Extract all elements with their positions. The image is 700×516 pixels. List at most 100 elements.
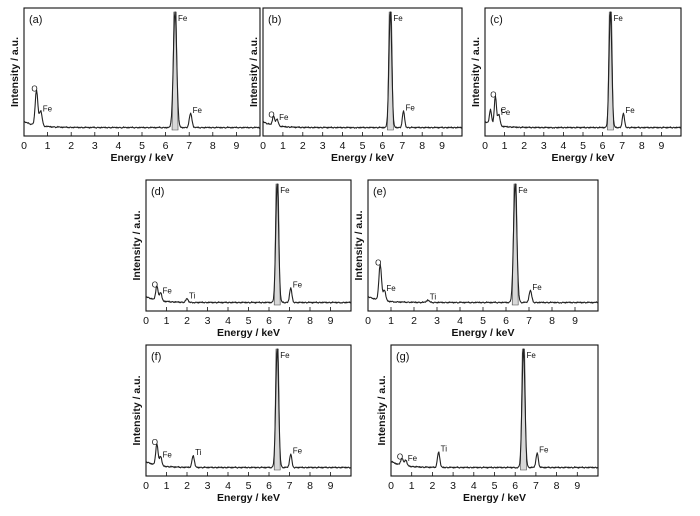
peak-label-fe: Fe — [280, 351, 290, 360]
panel-label: (d) — [151, 186, 164, 198]
eds-panel-b: 0 1 2 3 4 5 6 7 8 9 Energy / keV Intensity / a.u. (b… — [248, 7, 463, 164]
peak-label-o: O — [397, 453, 403, 462]
x-tick-label: 0 — [482, 140, 488, 152]
x-tick-label: 7 — [399, 140, 405, 152]
x-tick-label: 2 — [184, 315, 190, 327]
peak-label-fe: Fe — [280, 186, 290, 195]
x-tick-label: 9 — [328, 315, 334, 327]
x-tick-label: 2 — [184, 480, 190, 492]
spectrum-line — [145, 348, 352, 469]
x-axis-label: Energy / keV — [110, 152, 173, 164]
x-tick-label: 6 — [600, 140, 606, 152]
eds-panel-e: 0 1 2 3 4 5 6 7 8 9 Energy / keV Intensity / a.u. (e… — [353, 179, 599, 339]
peak-label-ti: Ti — [430, 293, 437, 302]
y-axis-label: Intensity / a.u. — [376, 375, 388, 445]
eds-panel-a: 0 1 2 3 4 5 6 7 8 9 Energy / keV Intensity / a.u. (a… — [9, 7, 261, 164]
x-tick-label: 8 — [419, 140, 425, 152]
x-tick-label: 4 — [471, 480, 477, 492]
y-axis-label: Intensity / a.u. — [131, 375, 143, 445]
x-tick-label: 1 — [164, 315, 170, 327]
x-tick-label: 7 — [526, 315, 532, 327]
x-tick-label: 1 — [280, 140, 286, 152]
x-tick-label: 8 — [307, 315, 313, 327]
peak-label-o: O — [375, 259, 381, 268]
x-tick-label: 7 — [619, 140, 625, 152]
peak-label-fe: Fe — [501, 108, 511, 117]
y-axis-label: Intensity / a.u. — [470, 37, 482, 107]
eds-panel-f: 0 1 2 3 4 5 6 7 8 9 Energy / keV Intensity / a.u. (f… — [131, 344, 352, 504]
eds-panel-d: 0 1 2 3 4 5 6 7 8 9 Energy / keV Intensity / a.u. (d… — [131, 179, 352, 339]
x-tick-label: 0 — [260, 140, 266, 152]
x-tick-label: 9 — [439, 140, 445, 152]
spectrum-line — [23, 11, 261, 129]
x-tick-label: 7 — [287, 315, 293, 327]
plot-frame — [367, 179, 599, 312]
peak-label-fe: Fe — [613, 14, 623, 23]
x-tick-label: 9 — [658, 140, 664, 152]
plot-frame — [145, 344, 352, 477]
x-tick-label: 2 — [429, 480, 435, 492]
x-tick-label: 4 — [115, 140, 121, 152]
x-tick-label: 5 — [492, 480, 498, 492]
spectrum-line — [367, 183, 599, 304]
x-tick-label: 3 — [205, 480, 211, 492]
panel-label: (e) — [373, 186, 386, 198]
x-tick-label: 6 — [163, 140, 169, 152]
x-tick-label: 7 — [533, 480, 539, 492]
peak-label-fe: Fe — [405, 103, 415, 112]
panel-label: (b) — [268, 14, 281, 26]
x-tick-label: 2 — [300, 140, 306, 152]
x-tick-label: 0 — [143, 315, 149, 327]
peak-label-fe: Fe — [393, 14, 403, 23]
plot-frame — [145, 179, 352, 312]
x-tick-label: 1 — [45, 140, 51, 152]
spectrum-line — [390, 348, 599, 469]
x-tick-label: 3 — [92, 140, 98, 152]
eds-panel-c: 0 1 2 3 4 5 6 7 8 9 Energy / keV Intensity / a.u. (c… — [470, 7, 682, 164]
panel-label: (a) — [29, 14, 42, 26]
x-tick-label: 1 — [502, 140, 508, 152]
x-tick-label: 2 — [521, 140, 527, 152]
peak-label-fe: Fe — [532, 283, 542, 292]
spectrum-line — [145, 183, 352, 304]
x-tick-label: 6 — [266, 480, 272, 492]
x-axis-label: Energy / keV — [463, 492, 526, 504]
x-tick-label: 3 — [320, 140, 326, 152]
x-axis-label: Energy / keV — [551, 152, 614, 164]
x-tick-label: 9 — [328, 480, 334, 492]
x-tick-label: 0 — [143, 480, 149, 492]
x-tick-label: 1 — [164, 480, 170, 492]
peak-label-fe: Fe — [193, 106, 203, 115]
x-tick-label: 5 — [360, 140, 366, 152]
x-tick-label: 2 — [68, 140, 74, 152]
peak-label-ti: Ti — [195, 448, 202, 457]
x-axis-label: Energy / keV — [331, 152, 394, 164]
x-tick-label: 5 — [580, 140, 586, 152]
peak-label-o: O — [152, 280, 158, 289]
x-tick-label: 9 — [574, 480, 580, 492]
x-tick-label: 1 — [388, 315, 394, 327]
plot-frame — [484, 7, 682, 137]
peak-label-fe: Fe — [43, 105, 53, 114]
peak-label-fe: Fe — [293, 280, 303, 289]
x-axis-label: Energy / keV — [451, 327, 514, 339]
y-axis-label: Intensity / a.u. — [248, 37, 260, 107]
x-tick-label: 8 — [549, 315, 555, 327]
x-tick-label: 8 — [210, 140, 216, 152]
x-tick-label: 4 — [457, 315, 463, 327]
panel-label: (f) — [151, 351, 161, 363]
x-tick-label: 9 — [233, 140, 239, 152]
x-tick-label: 4 — [340, 140, 346, 152]
x-tick-label: 6 — [379, 140, 385, 152]
x-tick-label: 5 — [246, 315, 252, 327]
x-tick-label: 6 — [266, 315, 272, 327]
peak-label-fe: Fe — [408, 454, 418, 463]
y-axis-label: Intensity / a.u. — [353, 210, 365, 280]
peak-label-fe: Fe — [163, 287, 173, 296]
y-axis-label: Intensity / a.u. — [131, 210, 143, 280]
x-tick-label: 6 — [512, 480, 518, 492]
plot-frame — [262, 7, 463, 137]
peak-label-o: O — [152, 438, 158, 447]
x-tick-label: 3 — [450, 480, 456, 492]
x-tick-label: 0 — [21, 140, 27, 152]
